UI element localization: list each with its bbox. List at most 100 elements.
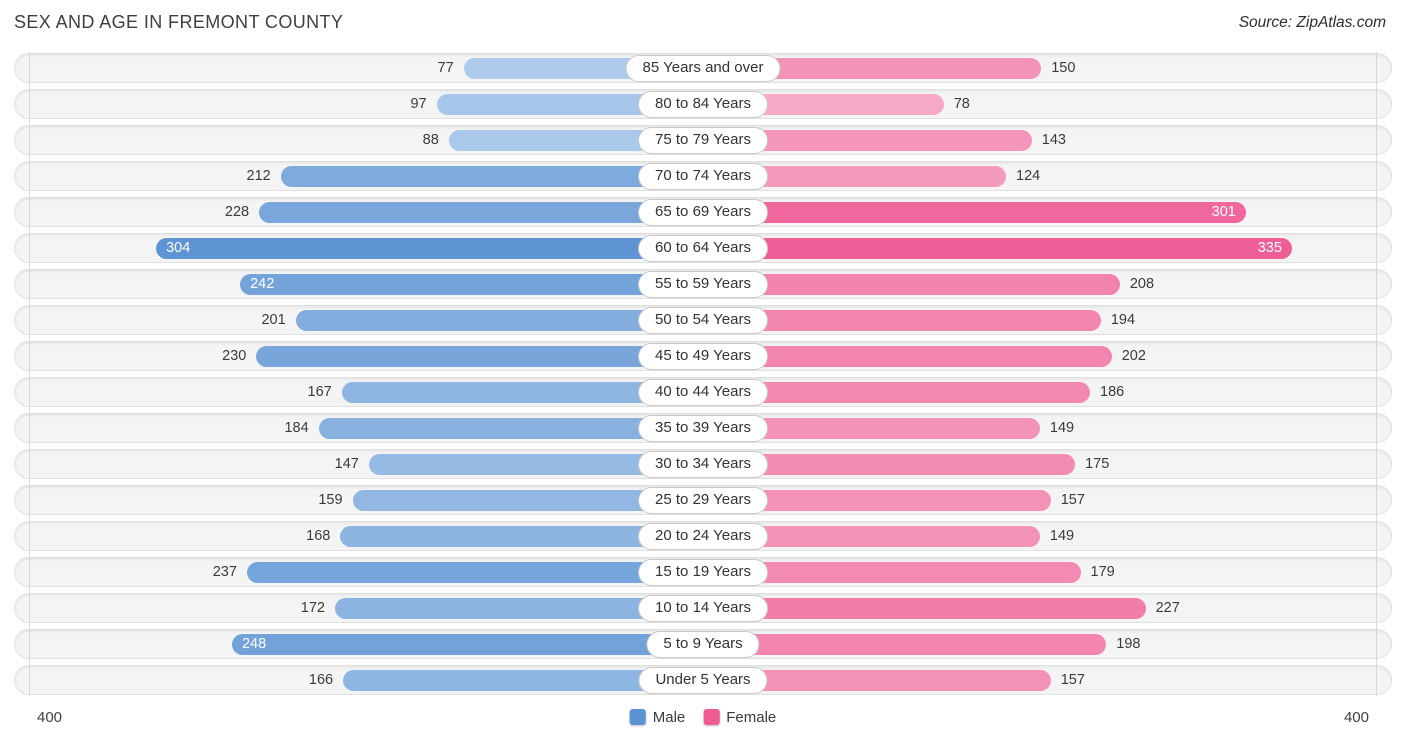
female-value-label: 194 bbox=[1110, 312, 1136, 328]
age-group-label: 20 to 24 Years bbox=[638, 522, 768, 550]
female-bar[interactable] bbox=[702, 165, 1007, 187]
legend-item-male[interactable]: Male bbox=[629, 709, 685, 726]
age-group-label: 55 to 59 Years bbox=[638, 270, 768, 298]
female-value-label: 175 bbox=[1085, 456, 1110, 472]
pyramid-row: 15 to 19 Years 237 179 bbox=[14, 554, 1392, 590]
male-bar[interactable] bbox=[256, 345, 704, 367]
legend-female-label: Female bbox=[726, 708, 777, 726]
female-bar[interactable] bbox=[702, 453, 1076, 475]
male-bar[interactable] bbox=[436, 93, 704, 115]
male-bar[interactable] bbox=[280, 165, 704, 187]
male-value-label: 228 bbox=[224, 204, 250, 220]
female-bar[interactable] bbox=[702, 561, 1081, 583]
female-bar[interactable] bbox=[702, 273, 1120, 295]
male-bar[interactable] bbox=[295, 309, 704, 331]
female-bar[interactable] bbox=[702, 669, 1051, 691]
male-value-label: 230 bbox=[222, 348, 247, 364]
pyramid-row: 20 to 24 Years 168 149 bbox=[14, 518, 1392, 554]
age-group-label: 45 to 49 Years bbox=[638, 342, 768, 370]
age-group-label: 85 Years and over bbox=[625, 54, 781, 82]
axis-gridline-left bbox=[29, 52, 30, 696]
male-bar[interactable] bbox=[231, 633, 704, 655]
male-bar[interactable] bbox=[352, 489, 704, 511]
female-value-label: 208 bbox=[1129, 276, 1155, 292]
pyramid-row: 40 to 44 Years 167 186 bbox=[14, 374, 1392, 410]
age-group-label: 65 to 69 Years bbox=[638, 198, 768, 226]
pyramid-row: 25 to 29 Years 159 157 bbox=[14, 482, 1392, 518]
male-bar[interactable] bbox=[318, 417, 704, 439]
male-bar[interactable] bbox=[246, 561, 704, 583]
pyramid-row: 55 to 59 Years 242 208 bbox=[14, 266, 1392, 302]
pyramid-row: 45 to 49 Years 230 202 bbox=[14, 338, 1392, 374]
female-bar[interactable] bbox=[702, 309, 1101, 331]
age-group-label: 75 to 79 Years bbox=[638, 126, 768, 154]
male-value-label: 201 bbox=[261, 312, 286, 328]
x-axis-tick-right: 400 bbox=[1343, 708, 1369, 726]
female-value-label: 157 bbox=[1060, 672, 1085, 688]
chart-footer: 400 Male Female 400 bbox=[14, 698, 1392, 736]
female-value-label: 78 bbox=[953, 96, 970, 112]
x-axis-tick-left: 400 bbox=[37, 708, 63, 726]
age-group-label: 70 to 74 Years bbox=[638, 162, 768, 190]
female-bar[interactable] bbox=[702, 129, 1032, 151]
female-value-label: 227 bbox=[1155, 600, 1180, 616]
male-value-label: 242 bbox=[250, 276, 275, 292]
female-bar[interactable] bbox=[702, 525, 1040, 547]
pyramid-row: 30 to 34 Years 147 175 bbox=[14, 446, 1392, 482]
male-value-label: 168 bbox=[306, 528, 331, 544]
female-value-label: 150 bbox=[1051, 60, 1076, 76]
axis-gridline-right bbox=[1376, 52, 1377, 696]
female-swatch-icon bbox=[703, 709, 720, 725]
pyramid-row: 10 to 14 Years 172 227 bbox=[14, 590, 1392, 626]
female-bar[interactable] bbox=[702, 597, 1146, 619]
female-bar[interactable] bbox=[702, 381, 1091, 403]
male-value-label: 166 bbox=[308, 672, 334, 688]
male-value-label: 304 bbox=[166, 240, 191, 256]
age-group-label: 50 to 54 Years bbox=[638, 306, 768, 334]
male-value-label: 212 bbox=[246, 168, 271, 184]
male-value-label: 248 bbox=[241, 636, 267, 652]
male-bar[interactable] bbox=[240, 273, 704, 295]
age-group-label: 25 to 29 Years bbox=[638, 486, 768, 514]
female-bar[interactable] bbox=[702, 57, 1042, 79]
male-bar[interactable] bbox=[343, 669, 704, 691]
age-group-label: 80 to 84 Years bbox=[638, 90, 768, 118]
male-value-label: 88 bbox=[422, 132, 439, 148]
female-value-label: 179 bbox=[1090, 564, 1115, 580]
male-value-label: 172 bbox=[300, 600, 325, 616]
age-group-label: 35 to 39 Years bbox=[638, 414, 768, 442]
male-bar[interactable] bbox=[340, 525, 704, 547]
female-bar[interactable] bbox=[702, 201, 1246, 223]
age-group-label: 30 to 34 Years bbox=[638, 450, 768, 478]
pyramid-row: 65 to 69 Years 228 301 bbox=[14, 194, 1392, 230]
population-pyramid-chart: 85 Years and over 77 150 80 to 84 Years 97 78… bbox=[14, 50, 1392, 698]
age-group-label: 5 to 9 Years bbox=[646, 630, 760, 658]
female-value-label: 157 bbox=[1060, 492, 1085, 508]
pyramid-row: 80 to 84 Years 97 78 bbox=[14, 86, 1392, 122]
male-value-label: 159 bbox=[318, 492, 343, 508]
male-bar[interactable] bbox=[341, 381, 704, 403]
female-value-label: 335 bbox=[1257, 240, 1282, 256]
chart-title: SEX AND AGE IN FREMONT COUNTY bbox=[14, 12, 344, 32]
male-bar[interactable] bbox=[368, 453, 704, 475]
female-bar[interactable] bbox=[702, 489, 1051, 511]
male-value-label: 147 bbox=[334, 456, 359, 472]
female-bar[interactable] bbox=[702, 633, 1107, 655]
pyramid-row: 50 to 54 Years 201 194 bbox=[14, 302, 1392, 338]
male-bar[interactable] bbox=[156, 237, 704, 259]
male-value-label: 184 bbox=[284, 420, 309, 436]
male-bar[interactable] bbox=[259, 201, 704, 223]
female-bar[interactable] bbox=[702, 417, 1040, 439]
female-value-label: 301 bbox=[1211, 204, 1236, 220]
source-attribution: Source: ZipAtlas.com bbox=[1238, 14, 1386, 31]
pyramid-row: 85 Years and over 77 150 bbox=[14, 50, 1392, 86]
female-bar[interactable] bbox=[702, 237, 1292, 259]
male-bar[interactable] bbox=[334, 597, 704, 619]
male-value-label: 77 bbox=[437, 60, 454, 76]
age-group-label: 15 to 19 Years bbox=[638, 558, 768, 586]
pyramid-row: Under 5 Years 166 157 bbox=[14, 662, 1392, 698]
legend-item-female[interactable]: Female bbox=[703, 709, 776, 726]
female-bar[interactable] bbox=[702, 345, 1112, 367]
male-value-label: 237 bbox=[212, 564, 237, 580]
age-group-label: 10 to 14 Years bbox=[638, 594, 768, 622]
